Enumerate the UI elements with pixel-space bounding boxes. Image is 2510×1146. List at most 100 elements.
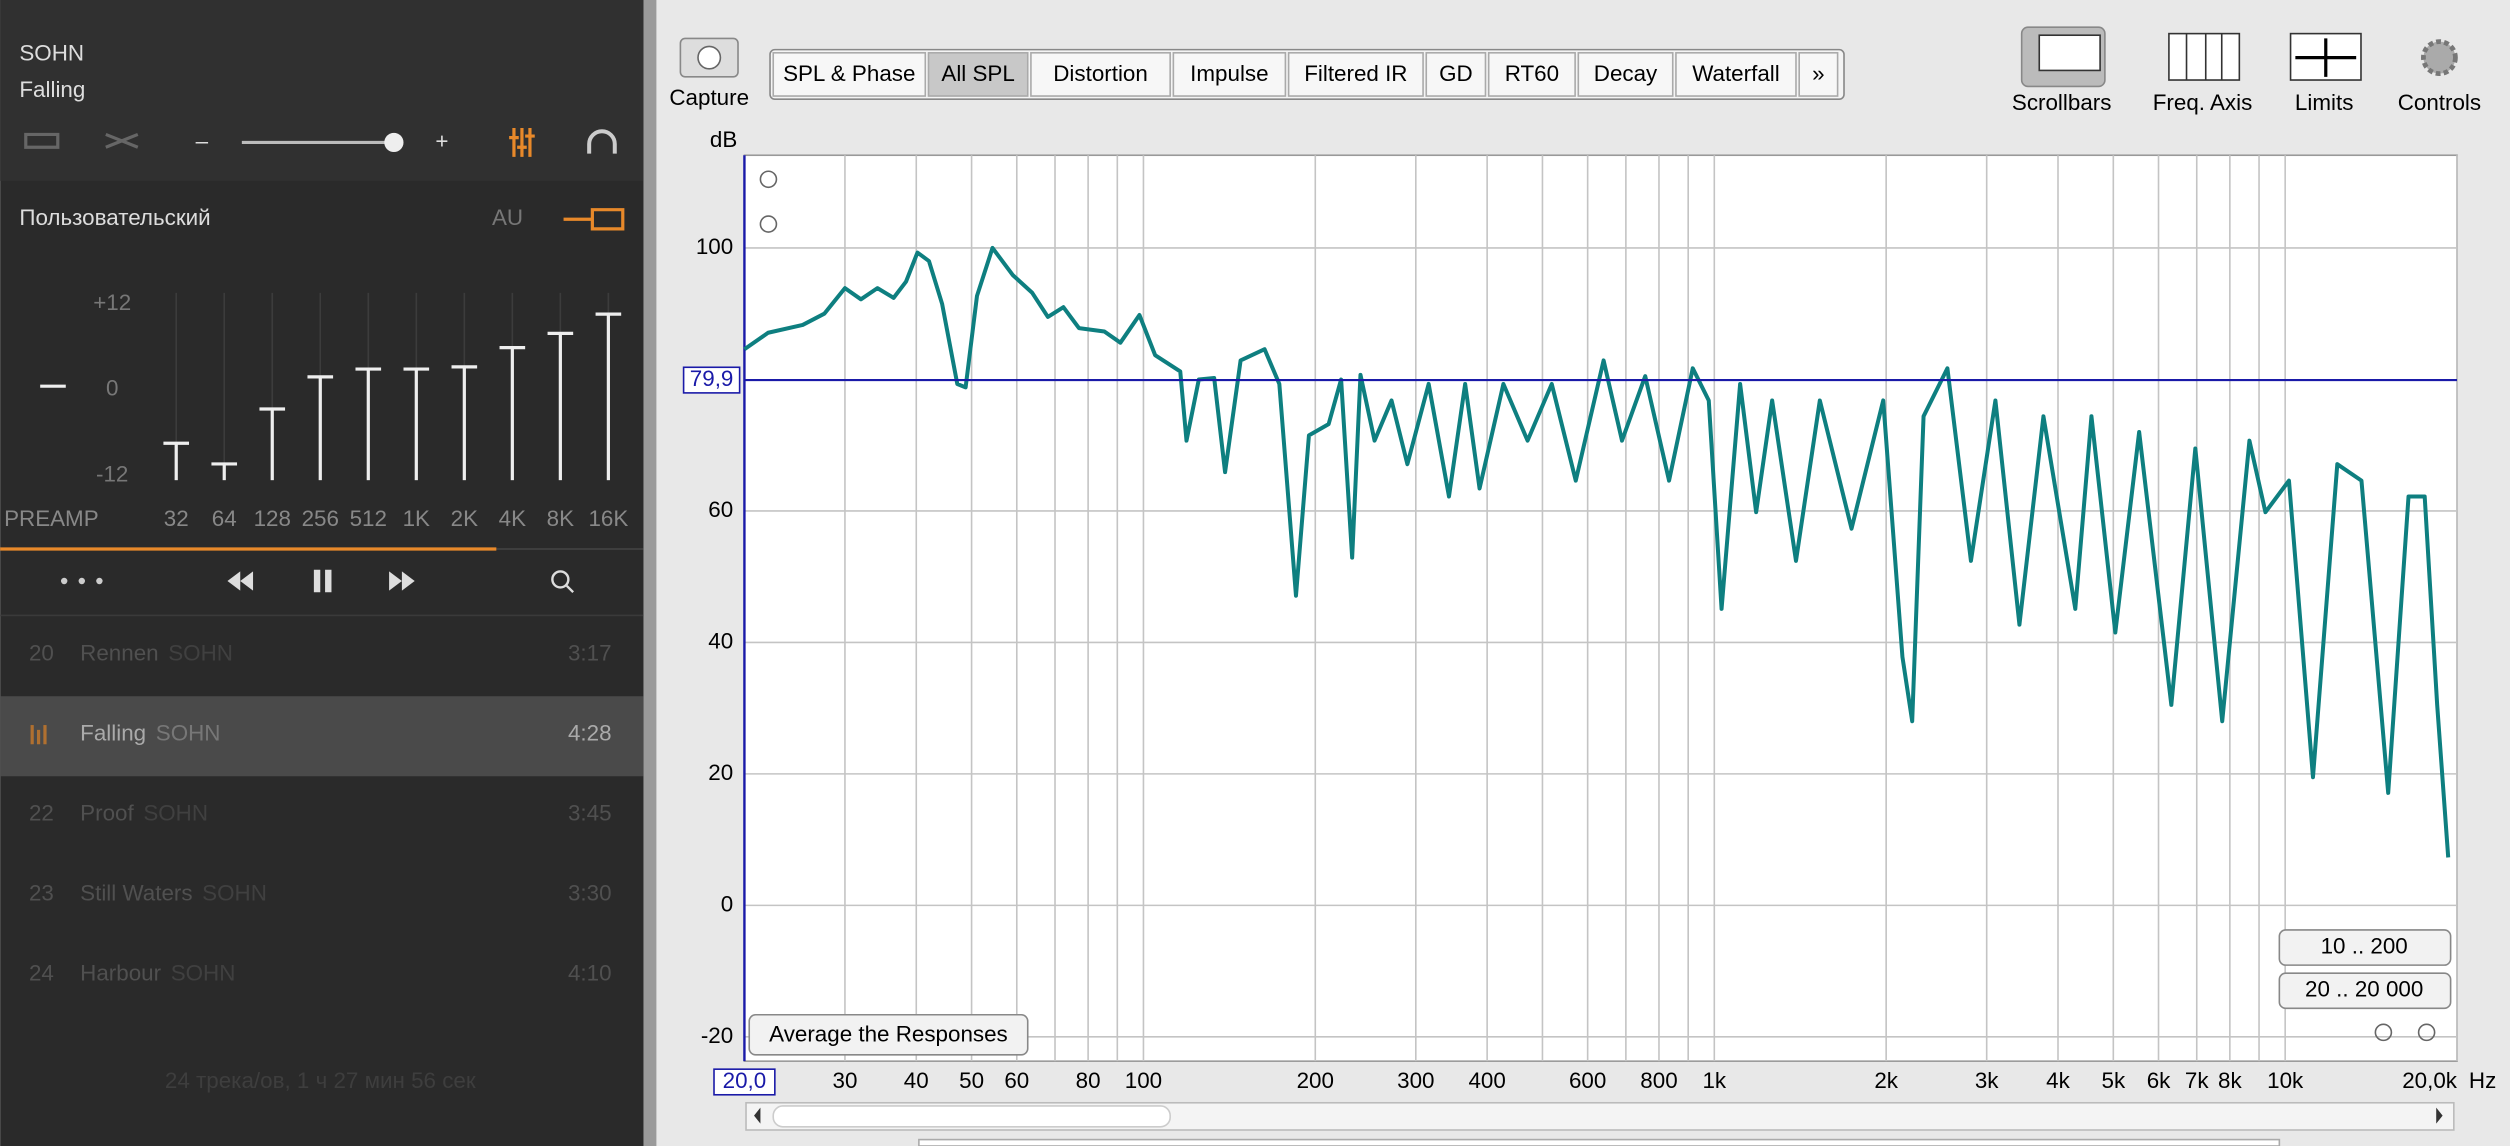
tab-label[interactable]: Impulse	[1190, 61, 1268, 86]
eq-slider[interactable]	[510, 347, 514, 481]
eq-scale-label: 0	[106, 376, 118, 401]
volume-minus[interactable]: –	[196, 128, 209, 153]
tab[interactable]	[1675, 52, 1797, 97]
x-tick-label: 1k	[1702, 1068, 1726, 1093]
range-full-label[interactable]: 20 .. 20 000	[2305, 977, 2423, 1002]
x-tick-label: 6k	[2147, 1068, 2171, 1093]
track-number: 24	[29, 961, 54, 986]
x-tick-label: 7k	[2185, 1068, 2209, 1093]
tab-label[interactable]: Filtered IR	[1304, 61, 1407, 86]
tab[interactable]	[1287, 52, 1424, 97]
tab[interactable]	[1798, 52, 1839, 97]
x-tick-label: 100	[1125, 1068, 1162, 1093]
eq-slider[interactable]	[606, 314, 610, 481]
scroll-thumb[interactable]	[772, 1105, 1171, 1128]
y-axis-label: dB	[710, 127, 737, 152]
zoom-in-x[interactable]	[2417, 1023, 2436, 1042]
eq-scale-label: +12	[93, 290, 131, 315]
x-tick-label: 8k	[2218, 1068, 2242, 1093]
tab-bar: SPL & Phase All SPL Distortion Impulse Filte…	[769, 48, 1845, 101]
eq-slider[interactable]	[366, 369, 370, 481]
tab[interactable]	[1030, 52, 1171, 97]
eq-slider[interactable]	[318, 376, 322, 481]
track-title[interactable]: Proof	[80, 801, 134, 826]
controls-icon	[2421, 39, 2458, 77]
zoom-out-y[interactable]	[759, 215, 778, 233]
eq-toggle[interactable]	[563, 208, 625, 231]
tab-label[interactable]: Distortion	[1053, 61, 1148, 86]
y-tick-label: 20	[708, 760, 733, 785]
tab[interactable]	[1172, 52, 1287, 97]
eq-slider[interactable]	[558, 333, 562, 481]
range-low-label[interactable]: 10 .. 200	[2321, 933, 2408, 958]
tab-label[interactable]: »	[1812, 61, 1824, 86]
tab[interactable]	[1577, 52, 1674, 97]
track-artist: SOHN	[143, 801, 208, 826]
headphones-icon[interactable]	[587, 129, 617, 154]
playlist-summary: 24 трека/ов, 1 ч 27 мин 56 сек	[165, 1068, 476, 1093]
track-artist: SOHN	[171, 961, 236, 986]
equalizer: +12 0 -12 PREAMP 32 64 128 256 512 1K 2K 4K 8K 16K	[4, 290, 628, 531]
more-icon[interactable]	[96, 577, 103, 585]
eq-slider[interactable]	[222, 463, 226, 481]
eq-icon[interactable]	[509, 128, 535, 157]
tool-label[interactable]: Scrollbars	[2012, 90, 2112, 115]
tab[interactable]	[927, 52, 1029, 97]
x-tick-label: 2k	[1874, 1068, 1898, 1093]
freq-axis-icon	[2168, 32, 2241, 81]
x-tick-label: 60	[1004, 1068, 1029, 1093]
track-number: 22	[29, 801, 54, 826]
y-tick-label: 60	[708, 497, 733, 522]
zoom-out-x[interactable]	[2374, 1023, 2393, 1042]
range-full-button[interactable]	[2278, 972, 2452, 1010]
x-tick-label: 20,0k	[2402, 1068, 2458, 1093]
splitter[interactable]	[643, 0, 657, 1146]
track-title[interactable]: Falling	[80, 721, 146, 746]
volume-knob[interactable]	[384, 132, 404, 153]
tab[interactable]	[1487, 52, 1576, 97]
tab[interactable]	[1425, 52, 1487, 97]
capture-label[interactable]: Capture	[669, 85, 749, 110]
eq-slider[interactable]	[174, 443, 178, 481]
tab-label[interactable]: SPL & Phase	[783, 61, 915, 86]
eq-band-label: 64	[212, 506, 237, 531]
tool-buttons: Scrollbars Freq. Axis Limits Controls	[2012, 90, 2481, 115]
volume-plus[interactable]: +	[435, 128, 448, 153]
tool-label[interactable]: Limits	[2295, 90, 2353, 115]
x-start-box	[713, 1068, 776, 1096]
tab-label[interactable]: All SPL	[941, 61, 1014, 86]
eq-band-label: 4K	[499, 506, 526, 531]
pause-button[interactable]	[313, 569, 332, 593]
tool-label[interactable]: Controls	[2398, 90, 2481, 115]
search-button[interactable]	[551, 570, 570, 589]
x-tick-label: 80	[1076, 1068, 1101, 1093]
x-tick-label: 50	[959, 1068, 984, 1093]
next-button[interactable]	[389, 571, 415, 591]
track-duration: 3:17	[568, 641, 612, 666]
tab-label[interactable]: Decay	[1594, 61, 1658, 86]
eq-slider[interactable]	[414, 369, 418, 481]
eq-band-label: 32	[164, 506, 189, 531]
eq-band-label: 256	[302, 506, 339, 531]
tab[interactable]	[772, 52, 927, 97]
average-label[interactable]: Average the Responses	[769, 1021, 1008, 1046]
track-title[interactable]: Rennen	[80, 641, 158, 666]
previous-button[interactable]	[227, 571, 254, 591]
eq-slider[interactable]	[462, 366, 466, 481]
tool-label[interactable]: Freq. Axis	[2153, 90, 2253, 115]
tab-label[interactable]: GD	[1439, 61, 1473, 86]
range-low-button[interactable]	[2278, 929, 2452, 966]
tab-label[interactable]: Waterfall	[1692, 61, 1780, 86]
x-tick-label: 800	[1640, 1068, 1677, 1093]
x-tick-label: 200	[1297, 1068, 1334, 1093]
average-button[interactable]	[748, 1013, 1029, 1056]
repeat-shuffle-icons[interactable]	[24, 132, 139, 149]
eq-slider[interactable]	[270, 409, 274, 481]
track-title[interactable]: Harbour	[80, 961, 161, 986]
track-artist: SOHN	[202, 881, 267, 906]
tab-label[interactable]: RT60	[1505, 61, 1559, 86]
track-title[interactable]: Still Waters	[80, 881, 192, 906]
zoom-in-y[interactable]	[759, 170, 778, 189]
track-list: 20 Rennen SOHN 3:17 Falling SOHN 4:28 22 Proof SO…	[29, 641, 612, 986]
